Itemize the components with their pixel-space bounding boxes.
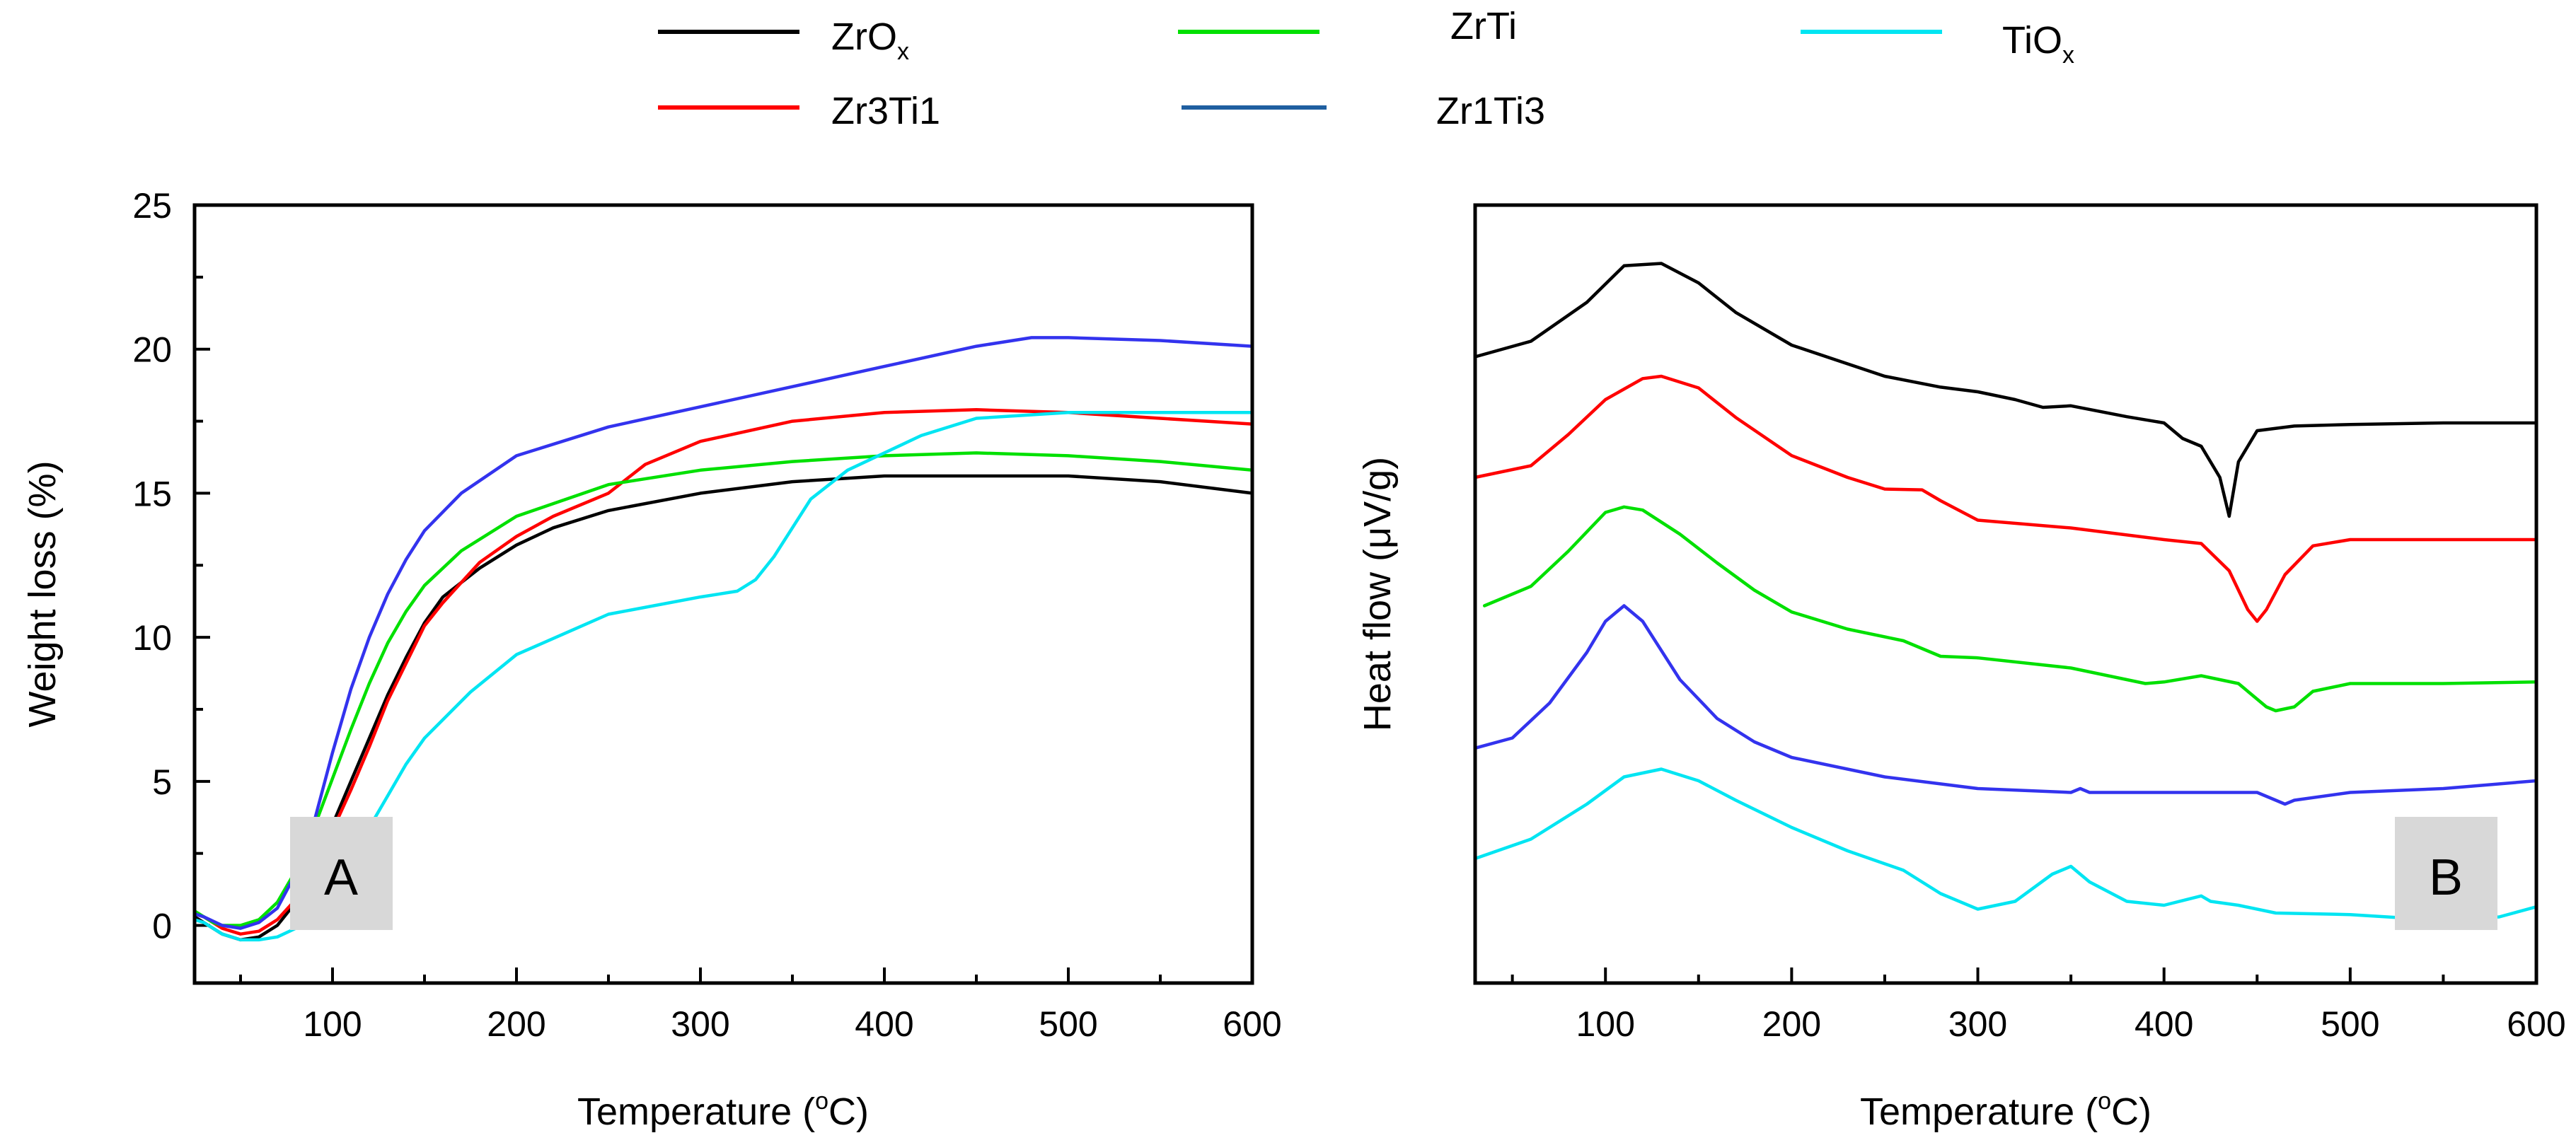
panel-a-ylabel: Weight loss (%): [21, 460, 64, 727]
panel-b-series-zr1ti3: [1473, 604, 2539, 806]
legend-entry-zr3ti1: Zr3Ti1: [658, 90, 940, 132]
legend-label-zrti: ZrTi: [1450, 5, 1517, 47]
panel-b-series-zrti: [1482, 505, 2539, 713]
panel-a: 100 200 300 400 500 600 0 5 10 15 20 25 Temperature…: [21, 186, 1282, 1133]
panel-a-series-zrox: [192, 474, 1254, 942]
legend-label-tiox: TiOx: [2002, 19, 2074, 69]
panel-b-series-zr3ti1: [1473, 374, 2539, 623]
panel-b-frame: [1473, 203, 2539, 985]
panel-a-xtick-label-400: 400: [855, 1004, 913, 1044]
panel-b-ticks: [1511, 967, 2538, 983]
panel-a-xtick-label-500: 500: [1039, 1004, 1097, 1044]
panel-b: 100 200 300 400 500 600 Temperature (oC) Heat…: [1356, 203, 2566, 1133]
panel-b-xtick-label-100: 100: [1576, 1004, 1634, 1044]
panel-b-series-zrox: [1473, 262, 2539, 518]
legend-entry-tiox: TiOx: [1801, 19, 2074, 69]
panel-a-xlabel: Temperature (oC): [577, 1088, 869, 1133]
panel-a-xtick-label-300: 300: [671, 1004, 729, 1044]
panel-b-tick-labels: 100 200 300 400 500 600: [1576, 1004, 2565, 1044]
panel-b-series: [1473, 262, 2539, 922]
panel-a-series: [192, 336, 1254, 942]
panel-a-badge-box: [290, 817, 393, 930]
panel-a-badge-label: A: [324, 849, 358, 906]
legend: ZrOx ZrTi TiOx Zr3Ti1 Zr1Ti3: [658, 5, 2074, 132]
panel-b-badge-label: B: [2429, 849, 2463, 906]
legend-label-zr3ti1: Zr3Ti1: [831, 90, 940, 132]
panel-b-xtick-label-600: 600: [2507, 1004, 2565, 1044]
panel-b-xtick-label-500: 500: [2321, 1004, 2379, 1044]
panel-a-tick-labels: 100 200 300 400 500 600 0 5 10 15 20 25: [132, 186, 1281, 1044]
panel-b-badge: B: [2395, 817, 2497, 930]
panel-b-ylabel: Heat flow (μV/g): [1356, 457, 1399, 731]
panel-b-xtick-label-300: 300: [1948, 1004, 2007, 1044]
panel-b-xtick-label-200: 200: [1762, 1004, 1821, 1044]
legend-entry-zrti: ZrTi: [1178, 5, 1517, 47]
panel-a-series-zr3ti1: [192, 408, 1254, 936]
panel-a-badge: A: [290, 817, 393, 930]
panel-a-xtick-label-200: 200: [487, 1004, 545, 1044]
legend-label-zr1ti3: Zr1Ti3: [1436, 90, 1545, 132]
panel-a-series-tiox: [192, 411, 1254, 942]
legend-entry-zrox: ZrOx: [658, 16, 909, 65]
legend-entry-zr1ti3: Zr1Ti3: [1182, 90, 1545, 132]
panel-b-xlabel: Temperature (oC): [1860, 1088, 2152, 1133]
legend-label-zrox: ZrOx: [831, 16, 909, 65]
panel-a-ytick-label-25: 25: [132, 186, 172, 226]
panel-a-xtick-label-600: 600: [1223, 1004, 1281, 1044]
panel-b-xtick-label-400: 400: [2135, 1004, 2193, 1044]
panel-a-series-zr1ti3: [192, 336, 1254, 930]
panel-a-xtick-label-100: 100: [303, 1004, 362, 1044]
panel-a-ytick-label-5: 5: [152, 762, 172, 802]
panel-a-series-zrti: [192, 451, 1254, 927]
panel-a-ytick-label-0: 0: [152, 907, 172, 946]
panel-a-ytick-label-10: 10: [132, 618, 172, 658]
panel-a-ytick-label-15: 15: [132, 474, 172, 513]
panel-a-frame: [192, 203, 1254, 985]
panel-b-badge-box: [2395, 817, 2497, 930]
panel-b-series-tiox: [1473, 767, 2539, 922]
panel-a-ytick-label-20: 20: [132, 330, 172, 370]
